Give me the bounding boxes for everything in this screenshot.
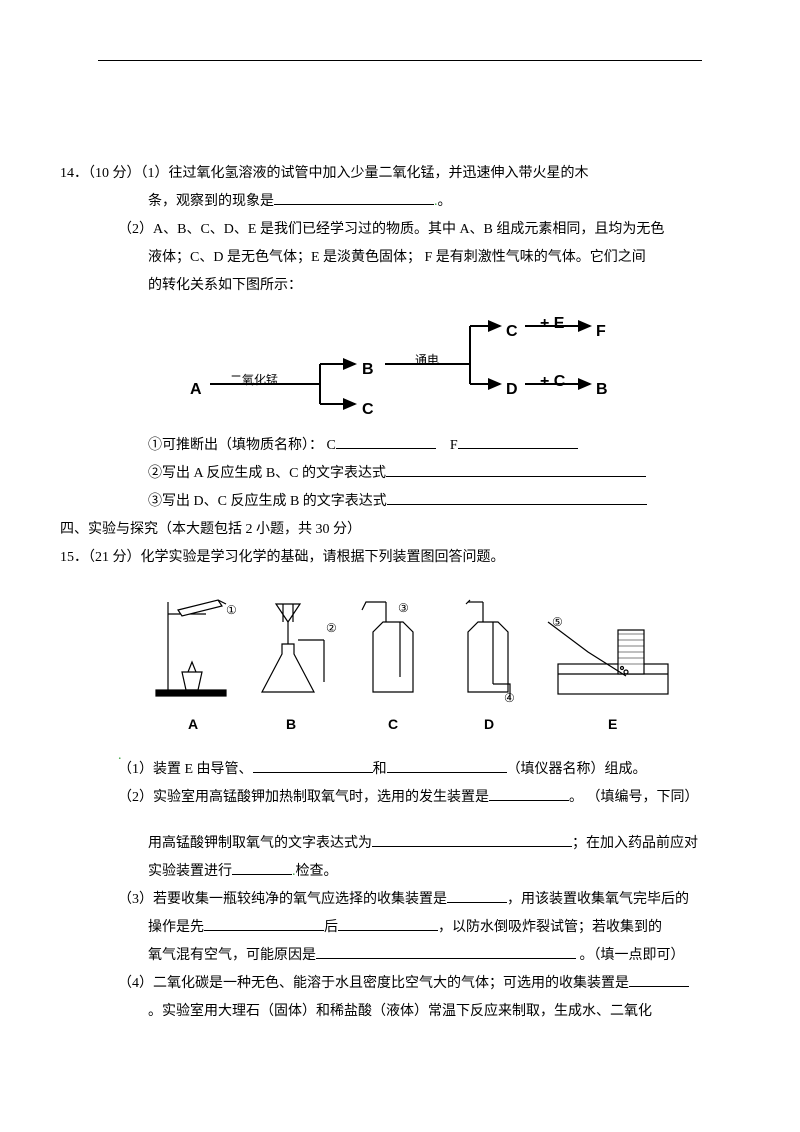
- q14-p1c: 。: [438, 194, 452, 209]
- device-label-e: E: [608, 710, 617, 738]
- q15-number: 15．: [60, 550, 88, 565]
- q14-line2: 条，观察到的现象是.。: [60, 188, 740, 216]
- q15-p1c: （填仪器名称）组成。: [507, 762, 647, 777]
- q15-p4-line2: 。实验室用大理石（固体）和稀盐酸（液体）常温下反应来制取，生成水、二氧化: [60, 998, 740, 1026]
- spacer: .: [60, 742, 740, 756]
- q15-p2e: 实验装置进行: [148, 864, 232, 879]
- node-b: B: [362, 354, 374, 386]
- node-c-upper: C: [506, 316, 518, 348]
- q15-p2-line3: 实验装置进行.检查。: [60, 858, 740, 886]
- q15-p2a: （2）实验室用高锰酸钾加热制取氧气时，选用的发生装置是: [118, 790, 489, 805]
- q15-p2f: 检查。: [296, 864, 338, 879]
- q14-p2b: 液体；C、D 是无色气体；E 是淡黄色固体； F 是有刺激性气味的气体。它们之间: [148, 250, 646, 265]
- device-label-a: A: [188, 710, 198, 738]
- q15-p3d: 后: [324, 920, 338, 935]
- section-4-heading: 四、实验与探究（本大题包括 2 小题，共 30 分）: [60, 516, 740, 544]
- q14-line1: 14．（10 分）（1）往过氧化氢溶液的试管中加入少量二氧化锰，并迅速伸入带火星…: [60, 160, 740, 188]
- blank: [629, 972, 689, 987]
- q15-p3a: （3）若要收集一瓶较纯净的氧气应选择的收集装置是: [118, 892, 447, 907]
- q14-p2-line2: 液体；C、D 是无色气体；E 是淡黄色固体； F 是有刺激性气味的气体。它们之间: [60, 244, 740, 272]
- q15-p4-line1: （4）二氧化碳是一种无色、能溶于水且密度比空气大的气体；可选用的收集装置是: [60, 970, 740, 998]
- label-plus-c: + C: [540, 366, 565, 398]
- q15-p1: （1）装置 E 由导管、 和 （填仪器名称）组成。: [60, 756, 740, 784]
- label-plus-e: + E: [540, 308, 564, 340]
- q14-p2-line1: （2）A、B、C、D、E 是我们已经学习过的物质。其中 A、B 组成元素相同，且…: [60, 216, 740, 244]
- q15-p3-line3: 氧气混有空气，可能原因是 。（填一点即可）: [60, 942, 740, 970]
- top-horizontal-rule: [98, 60, 702, 61]
- marker-2: ②: [326, 616, 337, 640]
- node-f: F: [596, 316, 606, 348]
- blank: [489, 786, 569, 801]
- q15-p2-line2: 用高锰酸钾制取氧气的文字表达式为 ；在加入药品前应对: [60, 830, 740, 858]
- marker-5: ⑤: [552, 610, 563, 634]
- blank: [372, 832, 572, 847]
- blank: [387, 490, 647, 505]
- node-a: A: [190, 374, 202, 406]
- marker-4: ④: [504, 686, 515, 710]
- label-mno2: 二氧化锰: [230, 368, 278, 392]
- q14-sub1b: F: [450, 438, 458, 453]
- blank: [274, 190, 434, 205]
- q14-sub2: ②写出 A 反应生成 B、C 的文字表达式: [60, 460, 740, 488]
- q15-p3-line1: （3）若要收集一瓶较纯净的氧气应选择的收集装置是 ，用该装置收集氧气完毕后的: [60, 886, 740, 914]
- q15-p3-line2: 操作是先 后 ，以防水倒吸炸裂试管；若收集到的: [60, 914, 740, 942]
- q14-sub3-text: ③写出 D、C 反应生成 B 的文字表达式: [148, 494, 387, 509]
- q15-p3e: ，以防水倒吸炸裂试管；若收集到的: [438, 920, 662, 935]
- q14-sub1: ①可推断出（填物质名称）： C F: [60, 432, 740, 460]
- q14-p2a: （2）A、B、C、D、E 是我们已经学习过的物质。其中 A、B 组成元素相同，且…: [118, 222, 664, 237]
- q14-sub2-text: ②写出 A 反应生成 B、C 的文字表达式: [148, 466, 386, 481]
- q14-p1b: 条，观察到的现象是: [148, 194, 274, 209]
- q15-p2c: 用高锰酸钾制取氧气的文字表达式为: [148, 836, 372, 851]
- blank: [447, 888, 507, 903]
- q15-p3b: ，用该装置收集氧气完毕后的: [507, 892, 689, 907]
- blank: [253, 758, 373, 773]
- q15-points: （21 分）: [88, 550, 141, 565]
- marker-3: ③: [398, 596, 409, 620]
- q14-sub3: ③写出 D、C 反应生成 B 的文字表达式: [60, 488, 740, 516]
- label-elec: 通电: [415, 348, 439, 372]
- blank: [316, 944, 576, 959]
- q15-p1a: （1）装置 E 由导管、: [118, 762, 253, 777]
- node-d: D: [506, 374, 518, 406]
- q15-p2-line1: （2）实验室用高锰酸钾加热制取氧气时，选用的发生装置是 。 （填编号，下同）: [60, 784, 740, 812]
- node-c-lower: C: [362, 394, 374, 426]
- device-label-d: D: [484, 710, 494, 738]
- q14-sub1a: ①可推断出（填物质名称）： C: [148, 438, 336, 453]
- section-4-text: 四、实验与探究（本大题包括 2 小题，共 30 分）: [60, 522, 361, 537]
- blank: [336, 434, 436, 449]
- q14-p2-line3: 的转化关系如下图所示：: [60, 272, 740, 300]
- spacer: [60, 812, 740, 830]
- q15-intro-text: 化学实验是学习化学的基础，请根据下列装置图回答问题。: [141, 550, 505, 565]
- q15-p2b: 。 （填编号，下同）: [569, 790, 699, 805]
- blank: [232, 860, 292, 875]
- q14-points: （10 分）: [88, 166, 141, 181]
- q15-p4b: 。实验室用大理石（固体）和稀盐酸（液体）常温下反应来制取，生成水、二氧化: [148, 1004, 652, 1019]
- page-content: 14．（10 分）（1）往过氧化氢溶液的试管中加入少量二氧化锰，并迅速伸入带火星…: [60, 80, 740, 1026]
- q14-p1a: （1）往过氧化氢溶液的试管中加入少量二氧化锰，并迅速伸入带火星的木: [141, 166, 589, 181]
- blank: [387, 758, 507, 773]
- q15-p2d: ；在加入药品前应对: [572, 836, 698, 851]
- q15-p3g: 。（填一点即可）: [580, 948, 685, 963]
- q14-p2c: 的转化关系如下图所示：: [148, 278, 302, 293]
- q15-p3c: 操作是先: [148, 920, 204, 935]
- blank: [386, 462, 646, 477]
- reaction-flow-diagram: A 二氧化锰 B C 通电 C D + E F + C B: [190, 306, 610, 426]
- device-label-b: B: [286, 710, 296, 738]
- q15-p1b: 和: [373, 762, 387, 777]
- device-label-c: C: [388, 710, 398, 738]
- q15-intro: 15．（21 分）化学实验是学习化学的基础，请根据下列装置图回答问题。: [60, 544, 740, 572]
- blank: [338, 916, 438, 931]
- q15-p3f: 氧气混有空气，可能原因是: [148, 948, 316, 963]
- blank: [204, 916, 324, 931]
- q14-number: 14．: [60, 166, 88, 181]
- marker-1: ①: [226, 598, 237, 622]
- q15-p4a: （4）二氧化碳是一种无色、能溶于水且密度比空气大的气体；可选用的收集装置是: [118, 976, 629, 991]
- node-b-right: B: [596, 374, 608, 406]
- blank: [458, 434, 578, 449]
- apparatus-figure: ① ② ③ ④ ⑤ A B C D E: [148, 582, 688, 732]
